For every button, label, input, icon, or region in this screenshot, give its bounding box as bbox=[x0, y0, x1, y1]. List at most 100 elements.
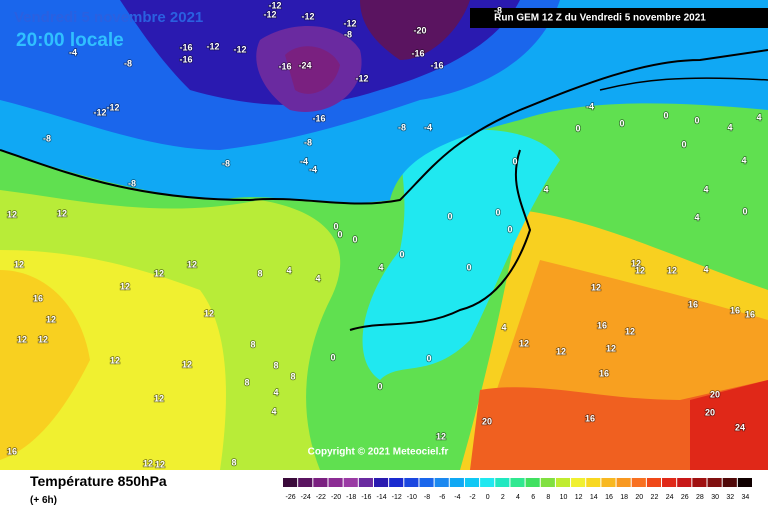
temperature-label: -4 bbox=[424, 122, 432, 132]
temperature-label: -16 bbox=[179, 54, 192, 64]
map-time: 20:00 locale bbox=[16, 30, 124, 51]
scale-swatch bbox=[389, 478, 404, 487]
temperature-label: 12 bbox=[436, 431, 446, 441]
scale-label: 20 bbox=[635, 494, 643, 501]
scale-label: 26 bbox=[681, 494, 689, 501]
temperature-label: 12 bbox=[155, 459, 165, 469]
temperature-label: 12 bbox=[154, 268, 164, 278]
footer-lead: (+ 6h) bbox=[30, 495, 57, 506]
scale-label: 34 bbox=[742, 494, 750, 501]
scale-label: -20 bbox=[331, 494, 341, 501]
temperature-label: 0 bbox=[352, 234, 357, 244]
scale-swatch bbox=[601, 478, 616, 487]
temperature-label: -12 bbox=[263, 9, 276, 19]
temperature-label: 16 bbox=[7, 446, 17, 456]
temperature-label: 16 bbox=[33, 293, 43, 303]
temperature-label: 20 bbox=[710, 389, 720, 399]
scale-label: -6 bbox=[439, 494, 445, 501]
scale-swatch bbox=[480, 478, 495, 487]
temperature-label: 0 bbox=[447, 211, 452, 221]
temperature-label: 4 bbox=[378, 262, 383, 272]
temperature-label: 0 bbox=[426, 353, 431, 363]
temperature-label: 12 bbox=[606, 343, 616, 353]
scale-label: -16 bbox=[361, 494, 371, 501]
temperature-label: -12 bbox=[268, 0, 281, 10]
scale-swatch bbox=[571, 478, 586, 487]
scale-label: 16 bbox=[605, 494, 613, 501]
temperature-label: 0 bbox=[337, 229, 342, 239]
temperature-label: -12 bbox=[106, 102, 119, 112]
temperature-label: 12 bbox=[143, 458, 153, 468]
temperature-label: 4 bbox=[694, 212, 699, 222]
temperature-label: -8 bbox=[344, 29, 352, 39]
temperature-label: 12 bbox=[120, 281, 130, 291]
scale-swatch bbox=[373, 478, 389, 487]
temperature-label: -4 bbox=[300, 156, 308, 166]
scale-swatch bbox=[510, 478, 525, 487]
scale-label: 14 bbox=[590, 494, 598, 501]
temperature-label: 0 bbox=[399, 249, 404, 259]
scale-swatch bbox=[283, 478, 298, 487]
color-scale: -26 -24 -22 -20 -18 -16 -14 -12 -10 -8 -6 -4 -2 0 2 4 6 8… bbox=[283, 478, 752, 501]
temperature-label: -16 bbox=[278, 61, 291, 71]
temperature-label: 4 bbox=[543, 184, 548, 194]
temperature-label: 12 bbox=[635, 265, 645, 275]
scale-label: 32 bbox=[726, 494, 734, 501]
scale-label: -18 bbox=[346, 494, 356, 501]
temperature-label: 0 bbox=[663, 110, 668, 120]
scale-label: 10 bbox=[560, 494, 568, 501]
temperature-label: 4 bbox=[273, 387, 278, 397]
temperature-label: 0 bbox=[330, 352, 335, 362]
scale-swatch bbox=[631, 478, 646, 487]
scale-swatch bbox=[449, 478, 464, 487]
scale-swatch bbox=[662, 478, 677, 487]
scale-swatch bbox=[404, 478, 419, 487]
temperature-label: 12 bbox=[57, 208, 67, 218]
scale-swatch bbox=[586, 478, 601, 487]
temperature-label: 16 bbox=[688, 299, 698, 309]
scale-label: 18 bbox=[620, 494, 628, 501]
temperature-label: -12 bbox=[93, 107, 106, 117]
scale-label: 24 bbox=[666, 494, 674, 501]
temperature-label: 12 bbox=[7, 209, 17, 219]
temperature-label: 4 bbox=[703, 264, 708, 274]
scale-label: 0 bbox=[486, 494, 490, 501]
scale-label: -26 bbox=[286, 494, 296, 501]
temperature-label: 8 bbox=[290, 371, 295, 381]
scale-swatch bbox=[419, 478, 434, 487]
scale-label: 22 bbox=[651, 494, 659, 501]
scale-swatch bbox=[555, 478, 571, 487]
temperature-label: 12 bbox=[625, 326, 635, 336]
temperature-label: 4 bbox=[756, 112, 761, 122]
temperature-label: 12 bbox=[38, 334, 48, 344]
temperature-label: 12 bbox=[631, 258, 641, 268]
temperature-label: 12 bbox=[667, 265, 677, 275]
scale-label: 4 bbox=[516, 494, 520, 501]
temperature-label: 8 bbox=[257, 268, 262, 278]
scale-swatch bbox=[464, 478, 480, 487]
map-date: Vendredi 5 novembre 2021 bbox=[14, 9, 203, 26]
temperature-label: 0 bbox=[377, 381, 382, 391]
scale-swatch bbox=[540, 478, 555, 487]
temperature-label: 0 bbox=[466, 262, 471, 272]
temperature-label: 0 bbox=[742, 206, 747, 216]
temperature-label: -8 bbox=[304, 137, 312, 147]
temperature-label: -8 bbox=[43, 133, 51, 143]
scale-label: -10 bbox=[407, 494, 417, 501]
temperature-label: -16 bbox=[312, 113, 325, 123]
scale-swatch bbox=[434, 478, 449, 487]
scale-label: 28 bbox=[696, 494, 704, 501]
temperature-label: 12 bbox=[14, 259, 24, 269]
scale-label: -8 bbox=[424, 494, 430, 501]
temperature-label: 0 bbox=[694, 115, 699, 125]
scale-label: -12 bbox=[392, 494, 402, 501]
temperature-label: 4 bbox=[727, 122, 732, 132]
temperature-label: 20 bbox=[705, 407, 715, 417]
temperature-label: -4 bbox=[309, 164, 317, 174]
temperature-label: 12 bbox=[46, 314, 56, 324]
temperature-label: 4 bbox=[286, 265, 291, 275]
temperature-label: 16 bbox=[745, 309, 755, 319]
temperature-label: 12 bbox=[204, 308, 214, 318]
scale-label: -24 bbox=[301, 494, 311, 501]
temperature-label: -12 bbox=[206, 41, 219, 51]
